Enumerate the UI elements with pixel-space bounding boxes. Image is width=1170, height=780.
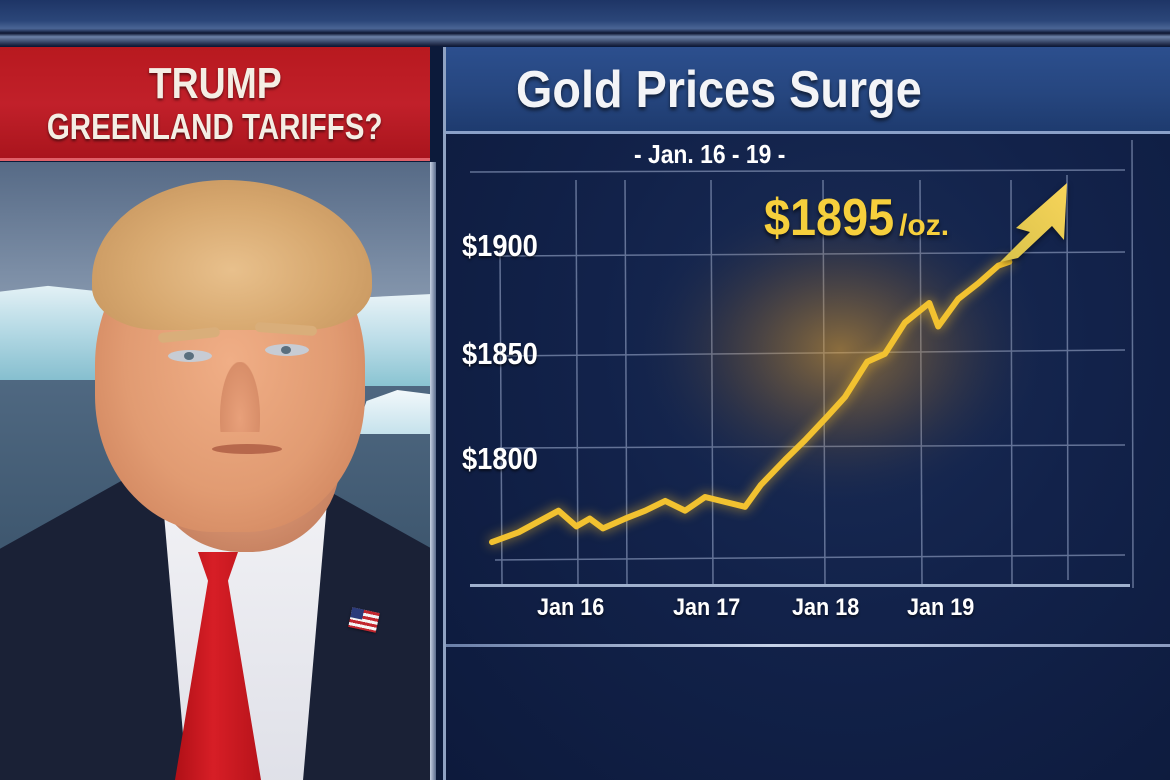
arrow-up-right-icon — [1000, 183, 1067, 262]
y-tick-1900: $1900 — [462, 228, 538, 263]
price-unit: /oz. — [899, 209, 950, 242]
gold-price-line — [489, 258, 1013, 546]
headline-banner: TRUMP GREENLAND TARIFFS? — [0, 47, 430, 161]
x-tick-jan16: Jan 16 — [537, 594, 605, 621]
chart-header — [446, 47, 1170, 134]
lower-frame-line — [446, 644, 1170, 647]
nose — [220, 362, 260, 432]
price-value: $1895 — [764, 189, 895, 247]
top-frame — [0, 0, 1170, 46]
x-tick-jan18: Jan 18 — [792, 594, 860, 621]
eye-left — [168, 350, 212, 362]
chart-subtitle: - Jan. 16 - 19 - — [634, 139, 786, 169]
mouth — [212, 444, 282, 454]
headline-line1: TRUMP — [148, 59, 282, 108]
chart-title: Gold Prices Surge — [516, 61, 922, 119]
x-axis-line — [470, 584, 1130, 587]
panel-divider — [430, 162, 436, 780]
x-tick-jan17: Jan 17 — [673, 594, 741, 621]
y-tick-1850: $1850 — [462, 336, 538, 371]
y-tick-1800: $1800 — [462, 441, 538, 476]
x-tick-jan19: Jan 19 — [907, 594, 975, 621]
eye-right — [265, 344, 309, 356]
glow-effect — [630, 190, 1050, 510]
headline-line2: GREENLAND TARIFFS? — [47, 106, 383, 147]
price-callout: $1895 /oz. — [764, 188, 949, 248]
news-photo — [0, 162, 432, 780]
